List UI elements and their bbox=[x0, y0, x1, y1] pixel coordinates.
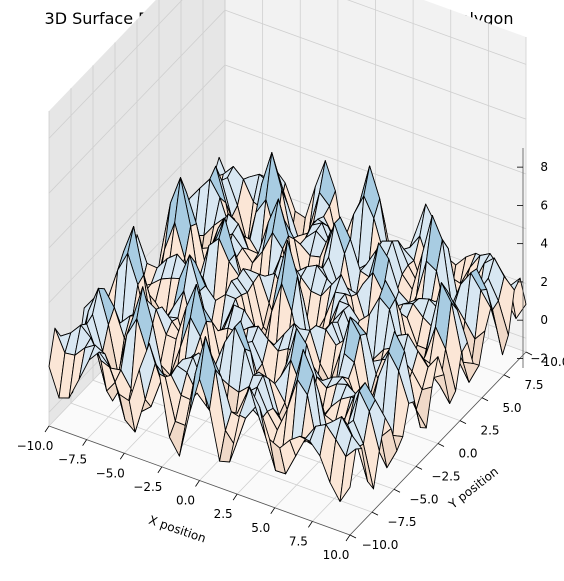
grid-z-side bbox=[48, 119, 226, 304]
x-tick-mark bbox=[232, 493, 238, 501]
y-tick-mark bbox=[525, 351, 533, 356]
grid-z-side bbox=[48, 0, 183, 139]
y-tick-mark bbox=[415, 466, 423, 470]
x-tick-label: −2.5 bbox=[133, 480, 162, 494]
grid-z-back bbox=[224, 9, 527, 120]
x-tick-label: −7.5 bbox=[58, 453, 87, 467]
y-tick-mark bbox=[437, 443, 445, 447]
z-tick-label: 4 bbox=[540, 237, 548, 251]
grid-z-back bbox=[347, 0, 527, 65]
x-tick-label: 2.5 bbox=[214, 507, 233, 521]
x-tick-mark bbox=[270, 507, 276, 514]
y-tick-mark bbox=[371, 511, 379, 516]
y-tick-label: 2.5 bbox=[480, 424, 499, 438]
grid-z-back bbox=[224, 119, 527, 230]
x-tick-label: −10.0 bbox=[17, 439, 54, 453]
y-tick-label: −2.5 bbox=[431, 469, 460, 483]
y-tick-mark bbox=[459, 420, 467, 424]
z-tick-label: −2 bbox=[530, 351, 548, 365]
grid-z-back bbox=[224, 64, 527, 175]
surface-facet bbox=[339, 448, 357, 503]
x-tick-mark bbox=[82, 439, 87, 446]
x-tick-mark bbox=[195, 480, 200, 487]
x-tick-label: 7.5 bbox=[289, 534, 308, 548]
x-tick-mark bbox=[44, 425, 50, 433]
z-tick-label: 0 bbox=[540, 313, 548, 327]
z-tick-label: 6 bbox=[540, 198, 548, 212]
z-tick-label: 2 bbox=[540, 275, 548, 289]
y-tick-mark bbox=[393, 488, 401, 493]
x-tick-mark bbox=[308, 521, 313, 528]
x-tick-label: 0.0 bbox=[176, 494, 195, 508]
z-tick-label: 8 bbox=[540, 160, 548, 174]
grid-z-side bbox=[48, 9, 226, 194]
tick-labels: −10.0−7.5−5.0−2.50.02.55.07.510.0−10.0−7… bbox=[17, 148, 564, 562]
grid-z-side bbox=[48, 64, 226, 249]
y-tick-mark bbox=[503, 374, 511, 379]
x-tick-mark bbox=[157, 466, 163, 474]
x-tick-mark bbox=[345, 534, 351, 542]
x-axis-label: X position bbox=[147, 513, 208, 546]
x-tick-mark bbox=[119, 453, 125, 460]
x-tick-label: −5.0 bbox=[96, 466, 125, 480]
y-tick-label: −10.0 bbox=[362, 538, 399, 552]
y-tick-label: 0.0 bbox=[458, 447, 477, 461]
x-tick-label: 10.0 bbox=[323, 548, 350, 562]
x-tick-label: 5.0 bbox=[251, 521, 270, 535]
y-tick-label: −7.5 bbox=[387, 515, 416, 529]
y-tick-label: −5.0 bbox=[409, 492, 438, 506]
y-tick-label: 5.0 bbox=[502, 401, 521, 415]
y-tick-label: 10.0 bbox=[543, 355, 564, 369]
y-tick-mark bbox=[481, 397, 489, 402]
y-tick-label: 7.5 bbox=[524, 378, 543, 392]
y-tick-mark bbox=[349, 534, 357, 539]
surface-mesh bbox=[48, 152, 527, 503]
